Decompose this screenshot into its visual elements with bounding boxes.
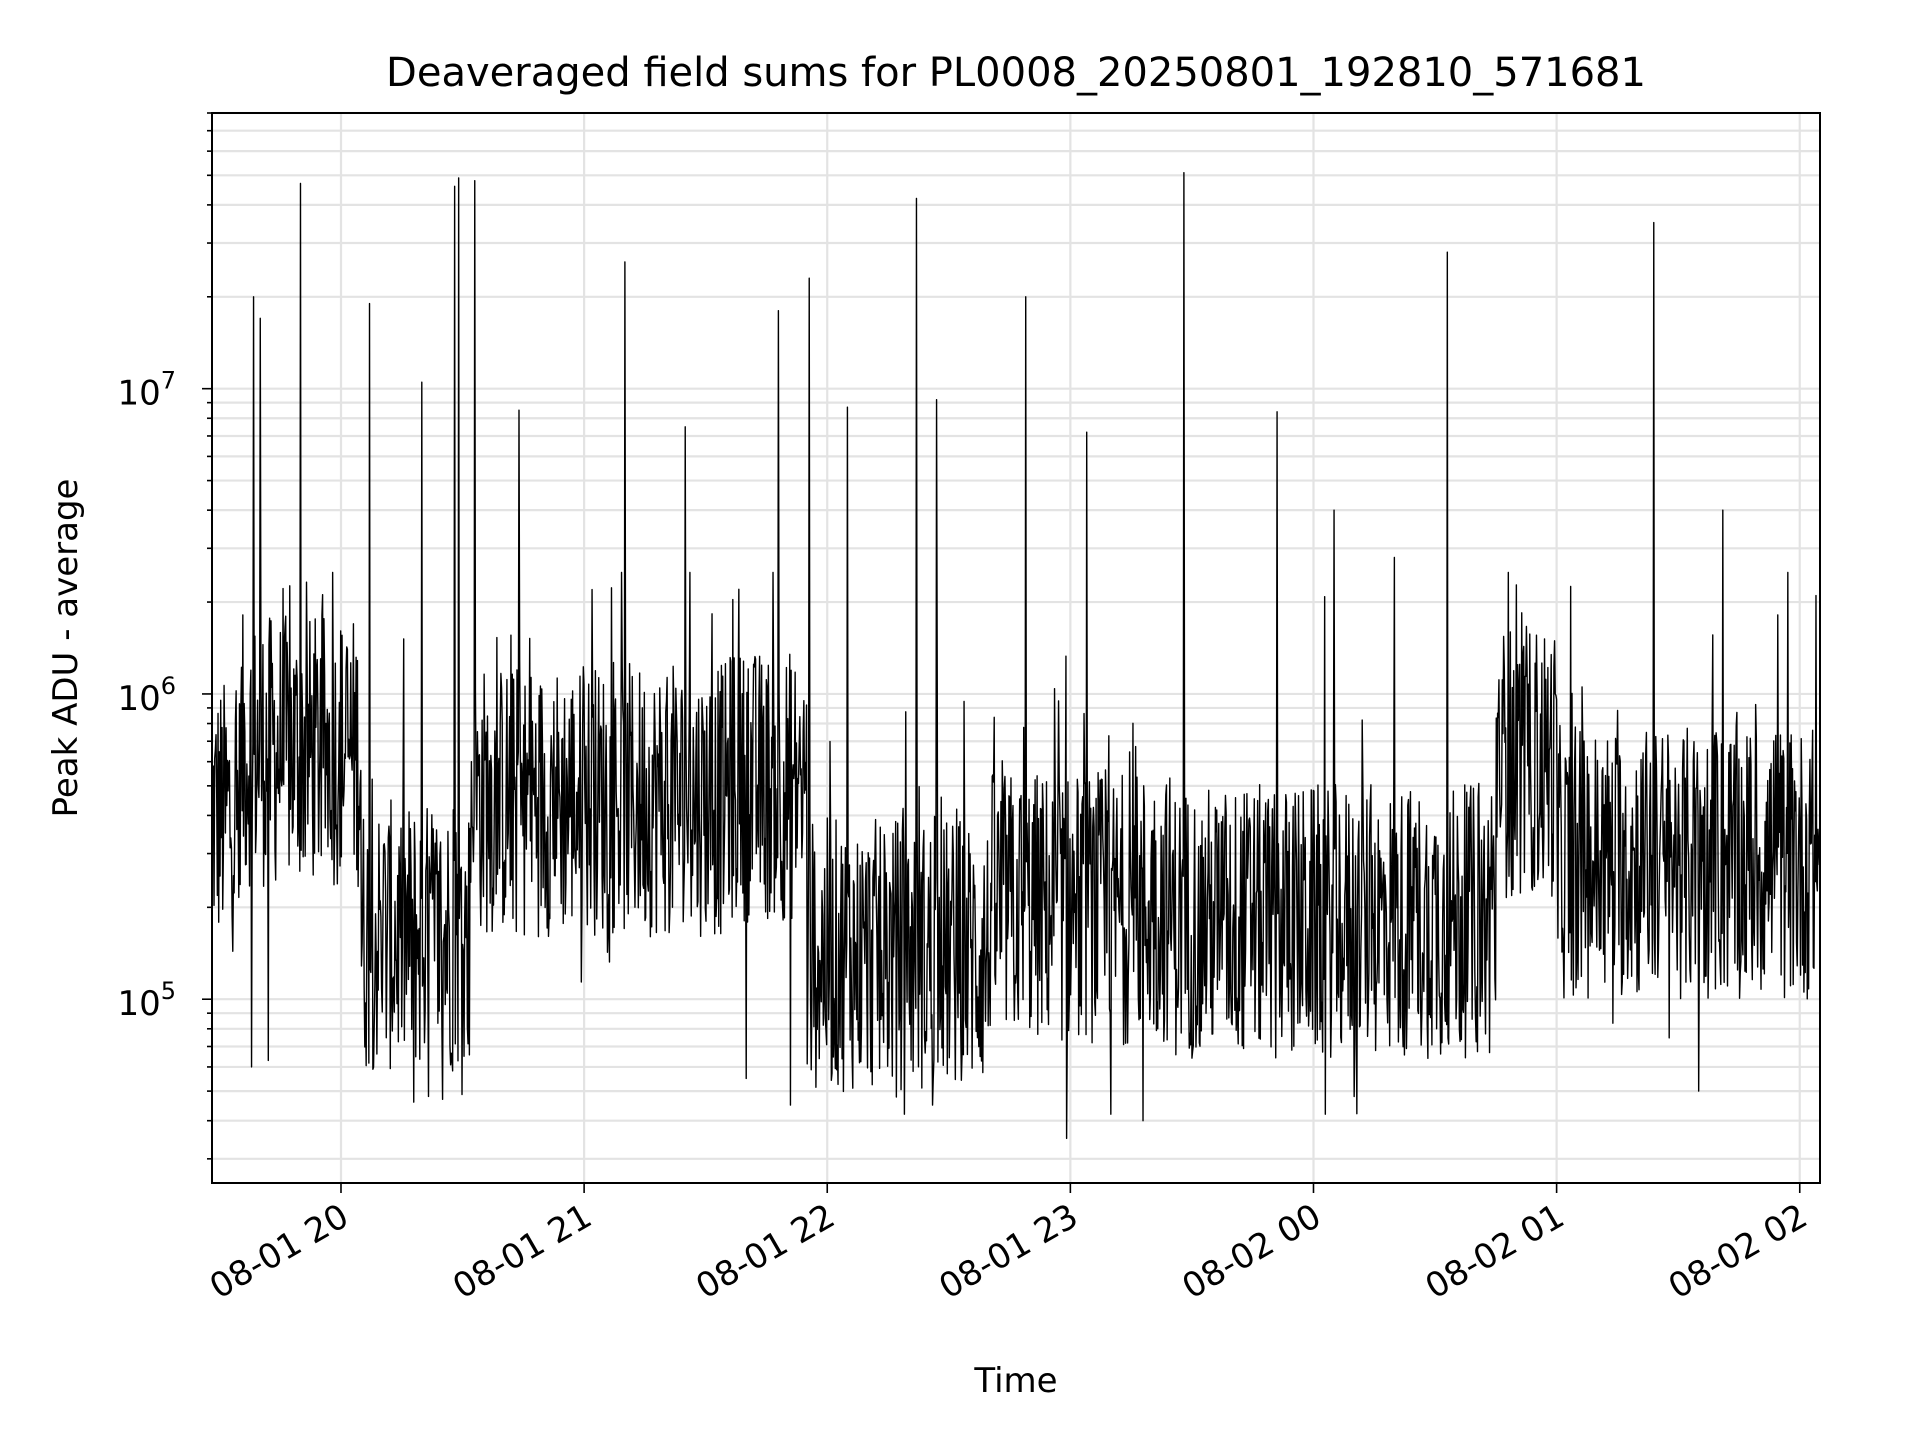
x-tick-label: 08-01 20 bbox=[203, 1196, 355, 1307]
x-tick-label: 08-02 01 bbox=[1419, 1196, 1571, 1307]
y-tick-label: 105 bbox=[117, 977, 176, 1024]
x-tick-label: 08-02 02 bbox=[1662, 1196, 1814, 1307]
y-tick-label: 106 bbox=[117, 672, 176, 719]
x-tick-label: 08-01 22 bbox=[689, 1196, 841, 1307]
x-tick-label: 08-01 23 bbox=[932, 1196, 1084, 1307]
chart-title: Deaveraged field sums for PL0008_2025080… bbox=[386, 50, 1646, 96]
series-layer bbox=[212, 171, 1820, 1140]
x-axis-label: Time bbox=[973, 1361, 1057, 1401]
y-axis-label: Peak ADU - average bbox=[46, 479, 86, 818]
x-tick-label: 08-02 00 bbox=[1176, 1196, 1328, 1307]
y-tick-label: 107 bbox=[117, 367, 176, 414]
x-tick-label: 08-01 21 bbox=[446, 1196, 598, 1307]
ticks bbox=[202, 112, 1801, 1193]
series-line bbox=[212, 171, 1820, 1140]
plot-frame bbox=[211, 112, 1821, 1184]
